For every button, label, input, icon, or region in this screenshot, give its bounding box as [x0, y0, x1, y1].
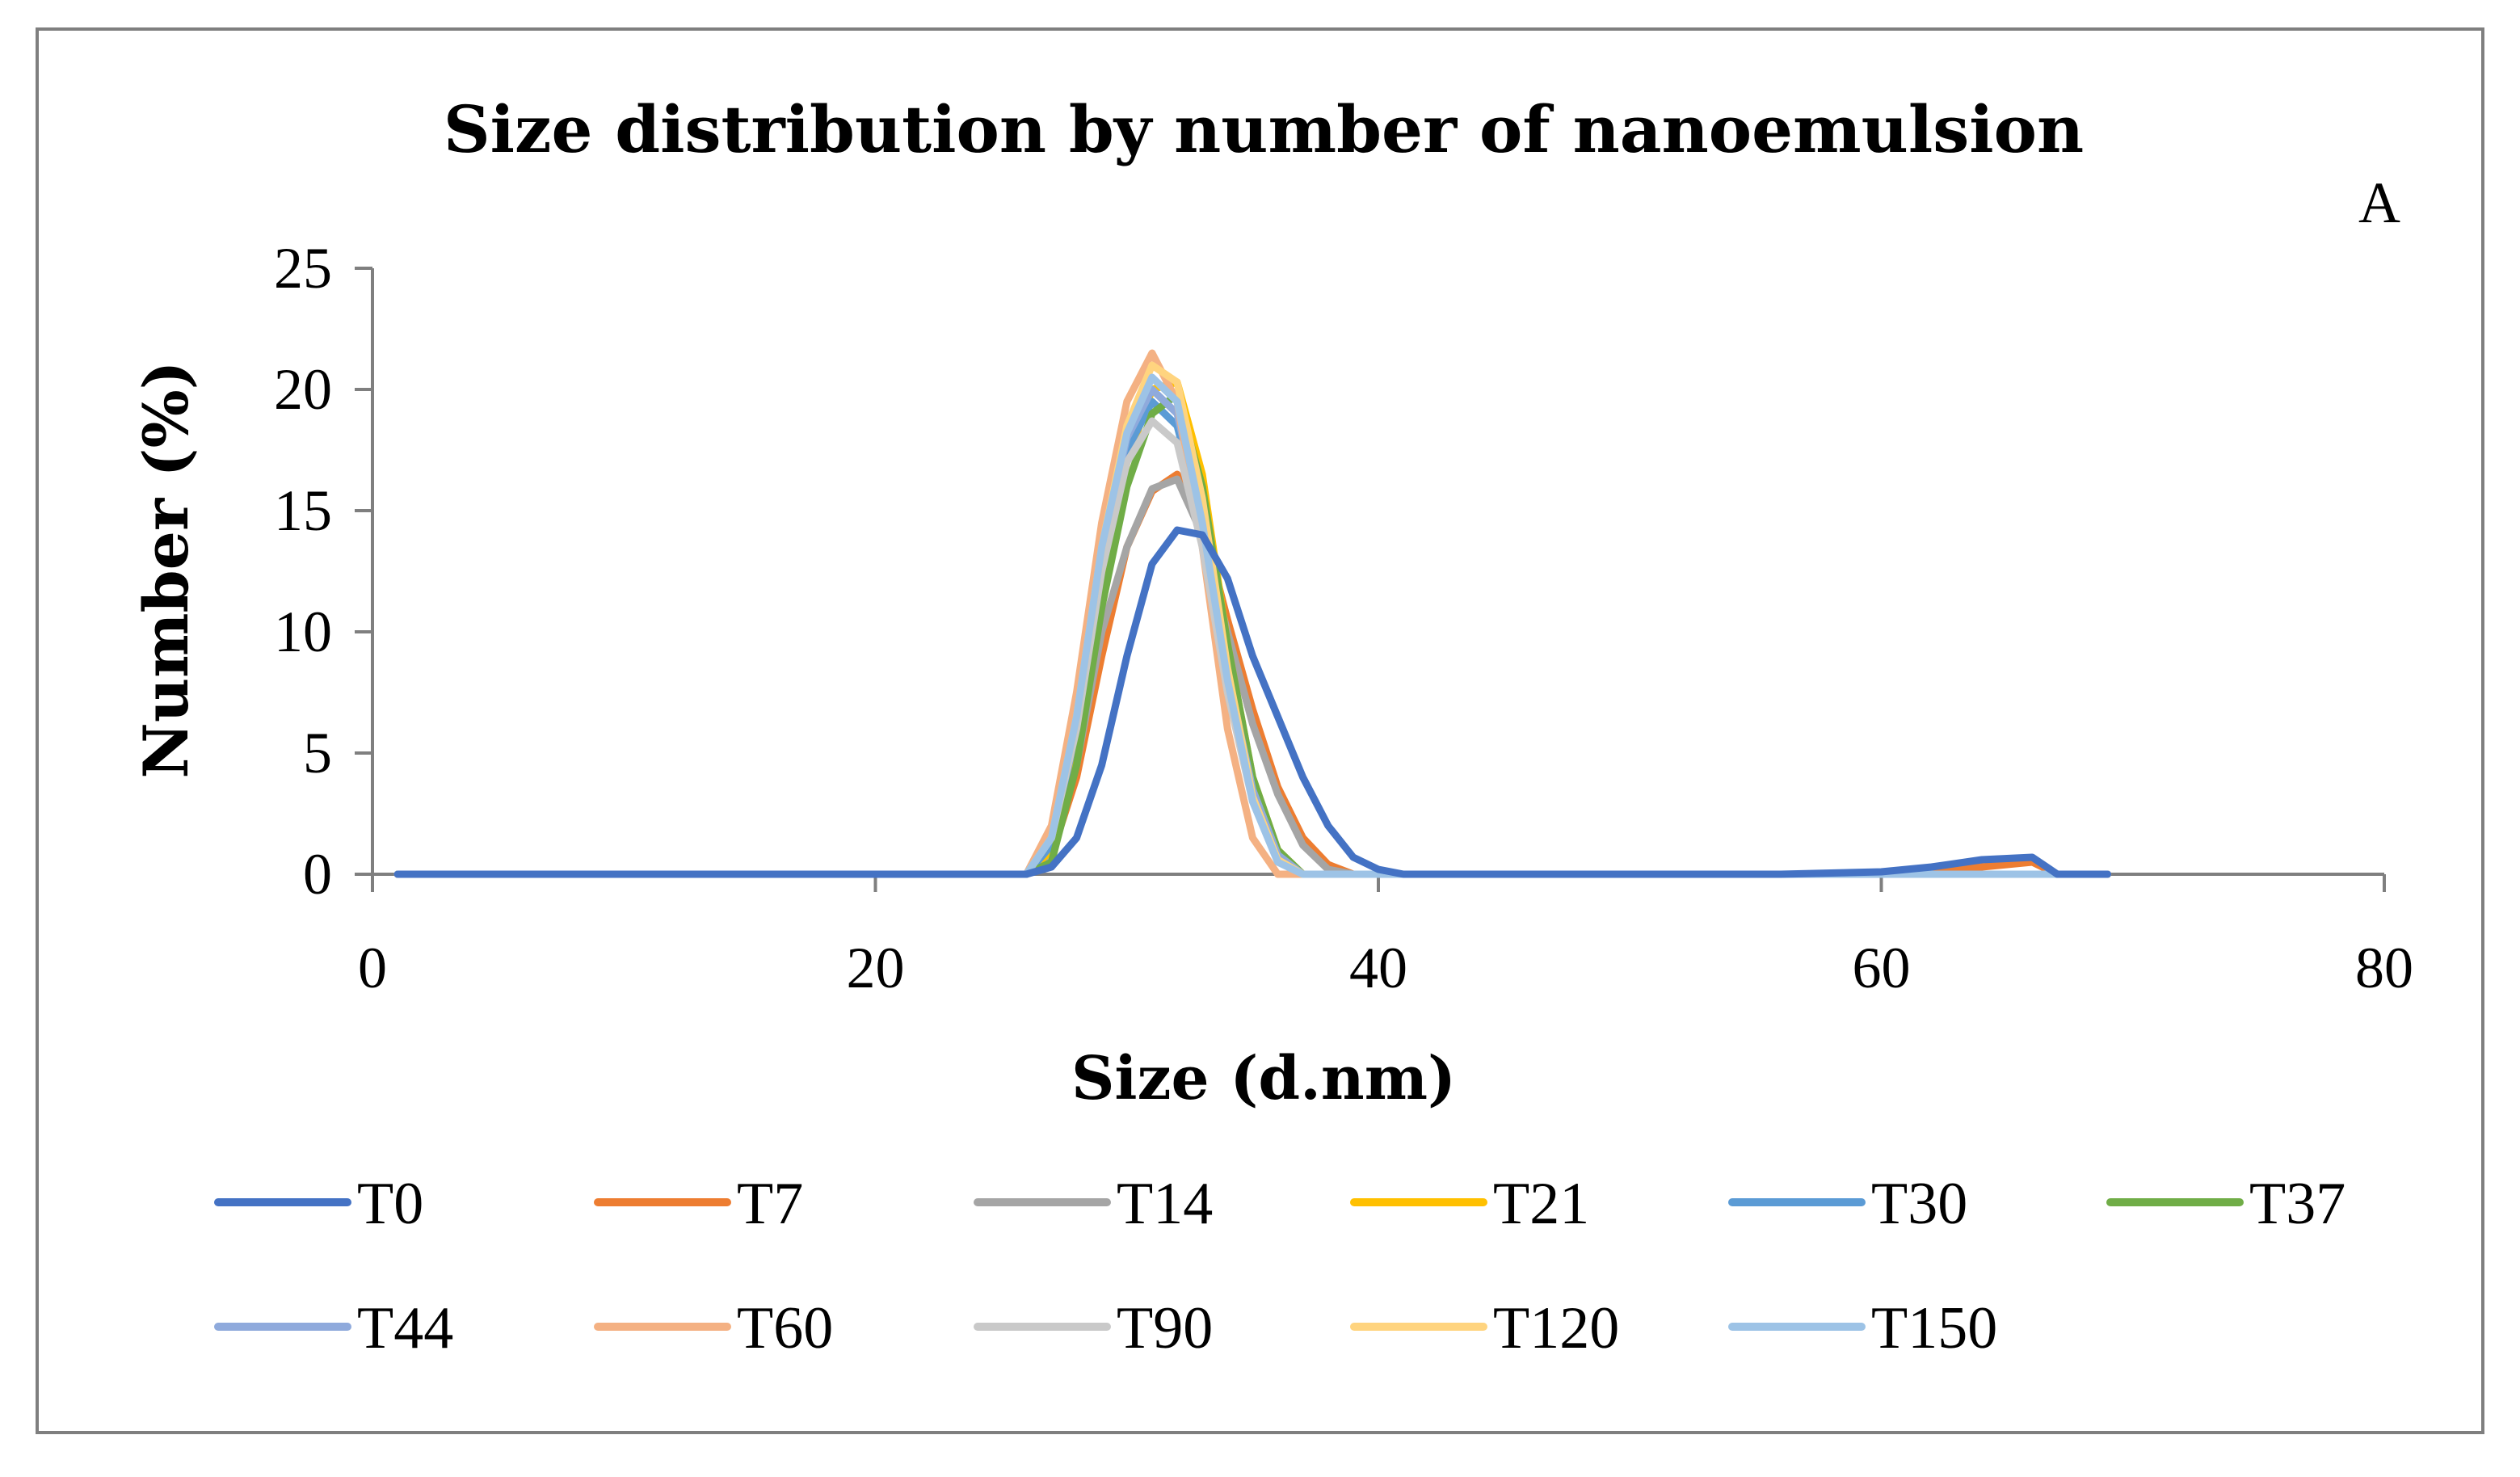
y-axis-label: Number (%): [130, 360, 202, 778]
legend-label: T60: [737, 1295, 833, 1361]
legend-label: T21: [1493, 1171, 1589, 1237]
legend-item-t21: T21: [1350, 1171, 1589, 1237]
legend-item-t7: T7: [594, 1171, 803, 1237]
legend-item-t120: T120: [1350, 1295, 1619, 1361]
y-tick-label: 25: [274, 236, 332, 301]
legend-item-t30: T30: [1728, 1171, 1967, 1237]
series-line-t150: [393, 373, 2112, 878]
y-tick-label: 5: [303, 721, 332, 785]
x-axis-label: Size (d.nm): [1071, 1044, 1456, 1113]
panel-label: A: [2358, 170, 2400, 235]
legend-item-t37: T37: [2106, 1171, 2345, 1237]
legend-label: T0: [357, 1171, 423, 1237]
legend-label: T37: [2249, 1171, 2345, 1237]
legend-item-t14: T14: [974, 1171, 1213, 1237]
series-line-t0: [393, 526, 2112, 878]
x-tick-label: 40: [1349, 936, 1407, 1000]
legend-item-t0: T0: [214, 1171, 423, 1237]
legend-label: T120: [1493, 1295, 1619, 1361]
chart-title: Size distribution by number of nanoemuls…: [444, 91, 2084, 167]
x-tick-label: 0: [358, 936, 387, 1000]
legend-item-t44: T44: [214, 1295, 453, 1361]
x-tick-label: 80: [2355, 936, 2413, 1000]
legend-label: T7: [737, 1171, 803, 1237]
legend-label: T90: [1117, 1295, 1213, 1361]
legend-label: T30: [1871, 1171, 1967, 1237]
plot-area: [393, 349, 2112, 878]
legend-item-t150: T150: [1728, 1295, 1997, 1361]
y-tick-label: 0: [303, 842, 332, 907]
y-tick-label: 10: [274, 600, 332, 664]
legend-item-t90: T90: [974, 1295, 1213, 1361]
legend-label: T14: [1117, 1171, 1213, 1237]
legend-item-t60: T60: [594, 1295, 833, 1361]
x-tick-label: 20: [847, 936, 905, 1000]
legend: T0 T7 T14 T21 T30 T37 T44 T60 T90 T120 T150: [214, 1171, 2345, 1361]
y-tick-label: 15: [274, 478, 332, 543]
y-tick-label: 20: [274, 357, 332, 422]
legend-label: T150: [1871, 1295, 1997, 1361]
legend-label: T44: [357, 1295, 453, 1361]
x-tick-label: 60: [1853, 936, 1911, 1000]
